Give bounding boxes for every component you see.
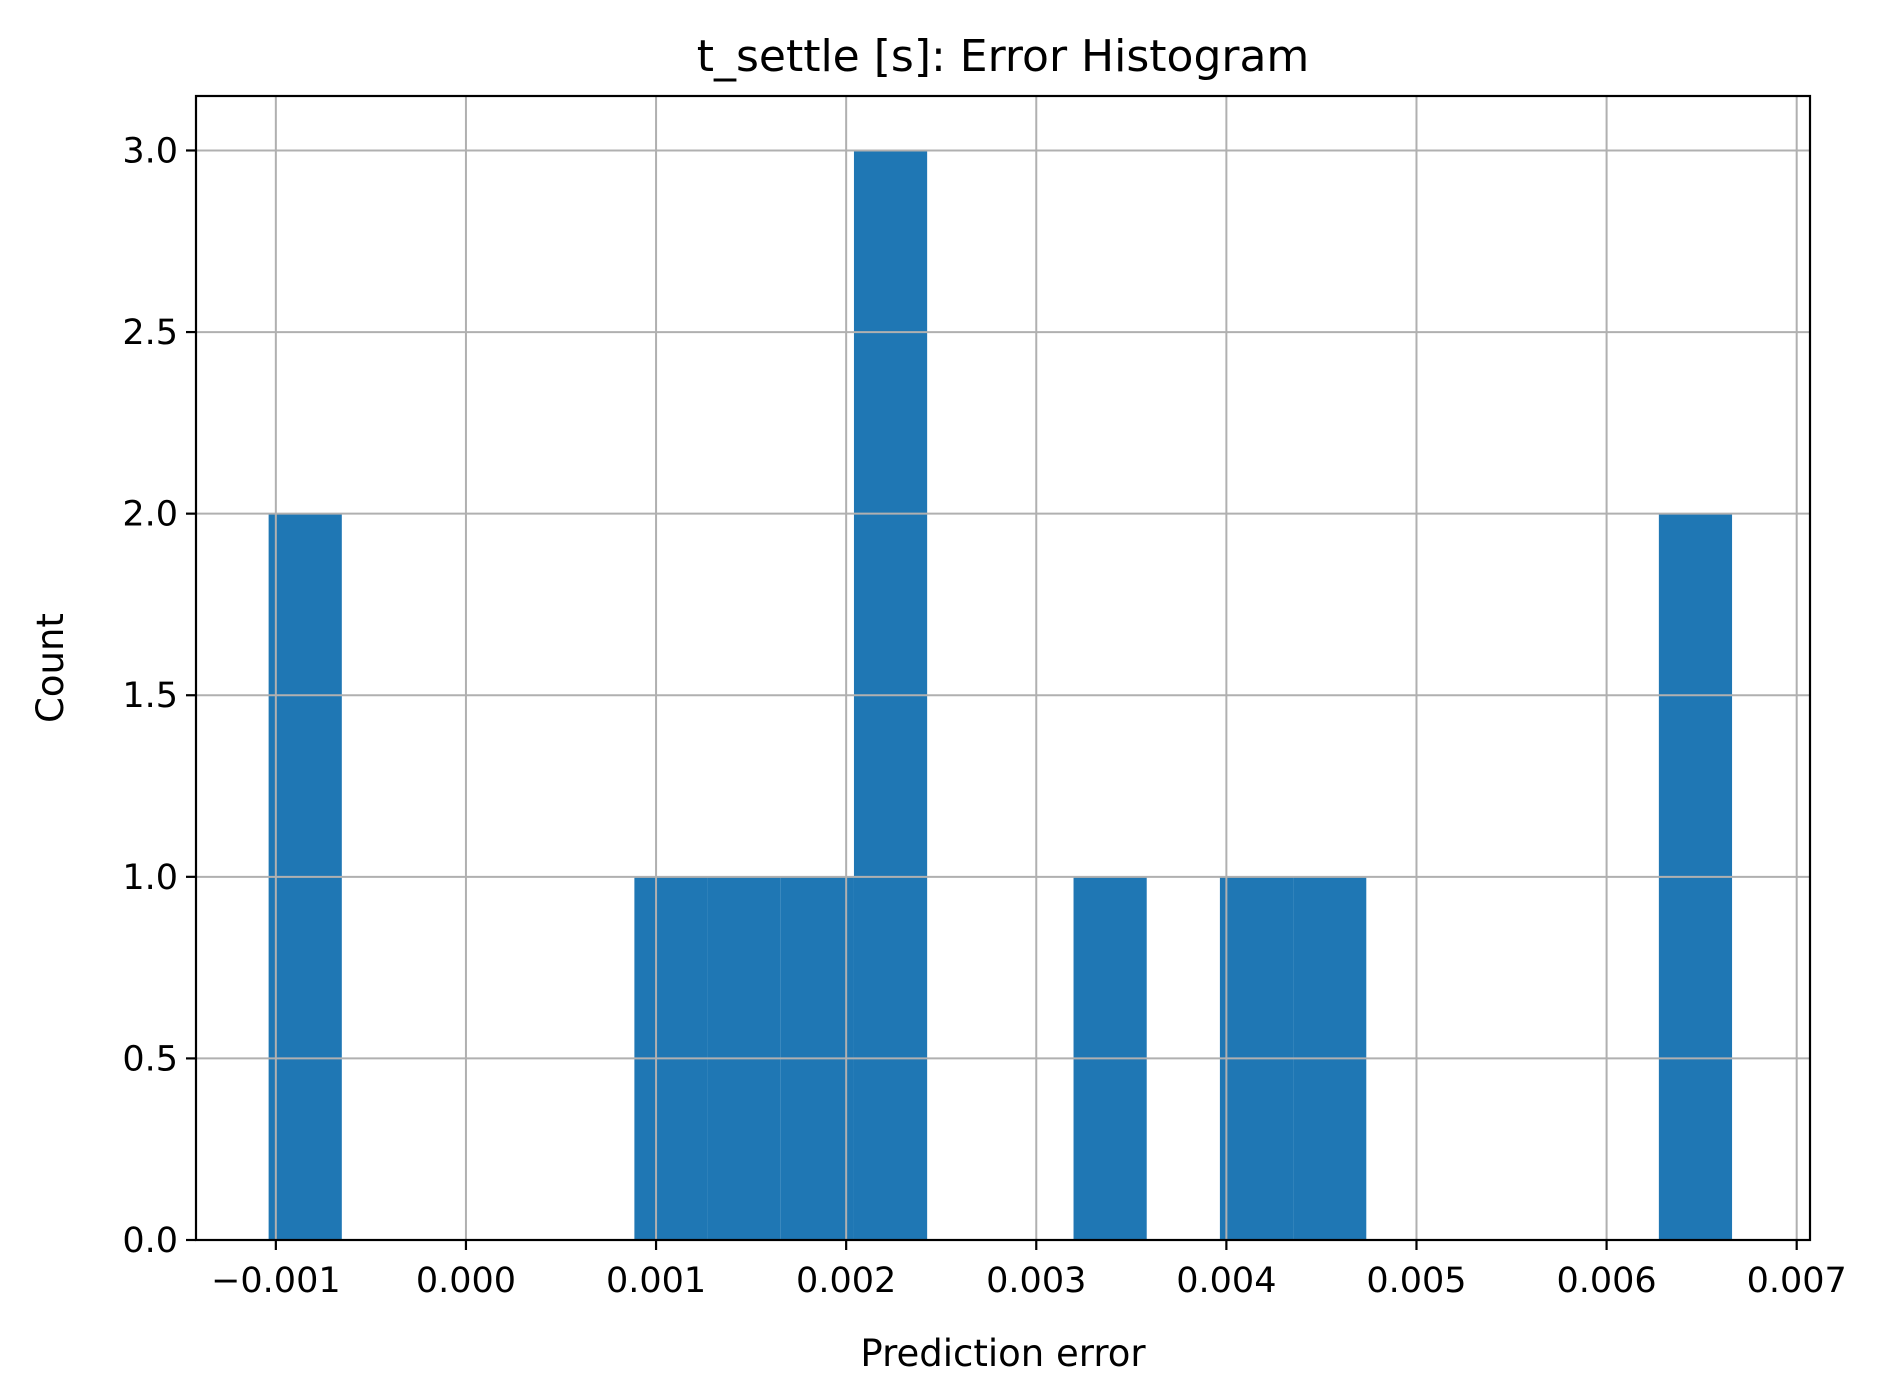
x-tick-label: 0.003 <box>986 1261 1086 1301</box>
x-axis-label: Prediction error <box>860 1332 1146 1375</box>
y-tick-label: 1.5 <box>122 676 178 716</box>
y-axis-label: Count <box>29 613 72 723</box>
y-tick-label: 0.0 <box>122 1221 178 1261</box>
y-tick-label: 0.5 <box>122 1039 178 1079</box>
y-tick-label: 3.0 <box>122 131 178 171</box>
x-tick-label: 0.002 <box>796 1261 896 1301</box>
x-tick-label: 0.004 <box>1176 1261 1276 1301</box>
x-tick-label: 0.005 <box>1366 1261 1466 1301</box>
plot-area-frame <box>194 94 1812 1242</box>
x-tick-label: 0.006 <box>1556 1261 1656 1301</box>
x-tick-label: 0.007 <box>1747 1261 1847 1301</box>
x-tick-label: −0.001 <box>211 1261 341 1301</box>
y-tick-label: 2.5 <box>122 313 178 353</box>
chart-title: t_settle [s]: Error Histogram <box>697 31 1310 82</box>
y-tick-label: 2.0 <box>122 495 178 535</box>
y-tick-label: 1.0 <box>122 858 178 898</box>
x-tick-label: 0.001 <box>606 1261 706 1301</box>
ticks-layer: −0.001 0.000 0.001 0.002 0.003 0.004 0.005 0.00… <box>122 131 1846 1301</box>
grid-layer <box>196 96 1810 1241</box>
x-tick-label: 0.000 <box>416 1261 516 1301</box>
